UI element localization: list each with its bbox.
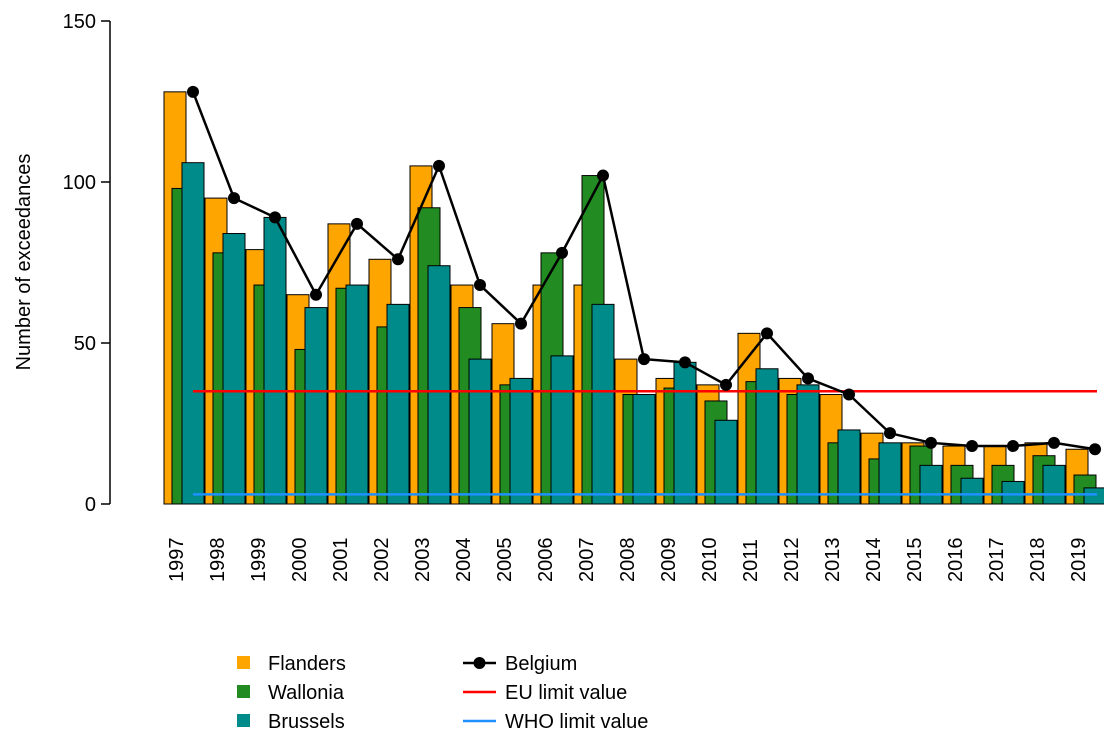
x-tick-label: 2002 (371, 538, 393, 583)
bar (263, 216, 287, 505)
x-tick-label: 2013 (822, 538, 844, 583)
legend-swatch (237, 656, 250, 669)
legend-label: Belgium (505, 653, 577, 675)
x-tick-label: 2011 (740, 539, 762, 582)
point (556, 246, 568, 259)
legend-label: WHO limit value (505, 711, 648, 733)
legend-point (473, 657, 486, 669)
point (515, 317, 527, 330)
point (966, 440, 978, 453)
bar (304, 307, 328, 505)
x-tick-label: 2012 (781, 538, 803, 583)
bar (755, 368, 779, 505)
x-tick-label: 2001 (330, 538, 352, 583)
bar (960, 477, 984, 505)
bar (878, 442, 902, 505)
point (638, 353, 650, 366)
bar (837, 429, 861, 505)
point (1007, 440, 1019, 453)
x-tick-label: 2000 (289, 538, 311, 583)
bar (345, 284, 369, 505)
y-tick-label: 0 (85, 494, 96, 516)
point (433, 159, 445, 172)
legend-swatch (237, 685, 250, 698)
x-tick-label: 2008 (617, 538, 639, 583)
x-tick-label: 2005 (494, 538, 516, 583)
x-tick-label: 2007 (576, 538, 598, 583)
point (597, 169, 609, 182)
point (187, 85, 199, 98)
bar (386, 303, 410, 505)
bar (550, 355, 574, 505)
legend-label: EU limit value (505, 682, 627, 704)
point (761, 327, 773, 340)
point (720, 378, 732, 391)
bar (591, 303, 615, 505)
x-tick-label: 1998 (207, 538, 229, 583)
y-tick-label: 150 (63, 11, 96, 33)
point (1089, 443, 1101, 456)
bar (673, 361, 697, 505)
bar (919, 464, 943, 505)
point (474, 279, 486, 292)
point (1048, 436, 1060, 449)
legend-label: Brussels (268, 711, 345, 733)
x-tick-label: 2006 (535, 538, 557, 583)
bar (509, 377, 533, 505)
y-tick-label: 100 (63, 172, 96, 194)
x-tick-label: 2017 (986, 538, 1008, 583)
x-tick-label: 2019 (1068, 538, 1090, 583)
x-tick-label: 2014 (863, 538, 885, 583)
legend-label: Wallonia (268, 682, 345, 704)
x-tick-label: 2010 (699, 538, 721, 583)
point (679, 356, 691, 369)
bar (181, 162, 205, 505)
x-tick-label: 2016 (945, 538, 967, 583)
x-tick-label: 1999 (248, 538, 270, 583)
legend-swatch (237, 714, 250, 727)
x-tick-label: 2003 (412, 538, 434, 583)
bar (1042, 464, 1066, 505)
y-tick-label: 50 (74, 333, 96, 355)
bar (632, 394, 656, 505)
point (228, 192, 240, 205)
y-axis-label: Number of exceedances (13, 154, 35, 371)
x-tick-label: 2009 (658, 538, 680, 583)
x-tick-label: 1997 (166, 538, 188, 583)
bar (468, 358, 492, 505)
point (310, 288, 322, 301)
x-tick-label: 2004 (453, 538, 475, 583)
legend-label: Flanders (268, 653, 346, 675)
point (802, 372, 814, 385)
bar (1001, 480, 1025, 505)
point (351, 217, 363, 230)
point (269, 211, 281, 224)
bar (222, 233, 246, 505)
x-tick-label: 2015 (904, 538, 926, 583)
point (884, 427, 896, 440)
bar (427, 265, 451, 505)
bar (1083, 487, 1104, 505)
x-tick-label: 2018 (1027, 538, 1049, 583)
point (843, 388, 855, 401)
bar (714, 419, 738, 505)
point (925, 436, 937, 449)
point (392, 253, 404, 266)
bar (796, 384, 820, 505)
